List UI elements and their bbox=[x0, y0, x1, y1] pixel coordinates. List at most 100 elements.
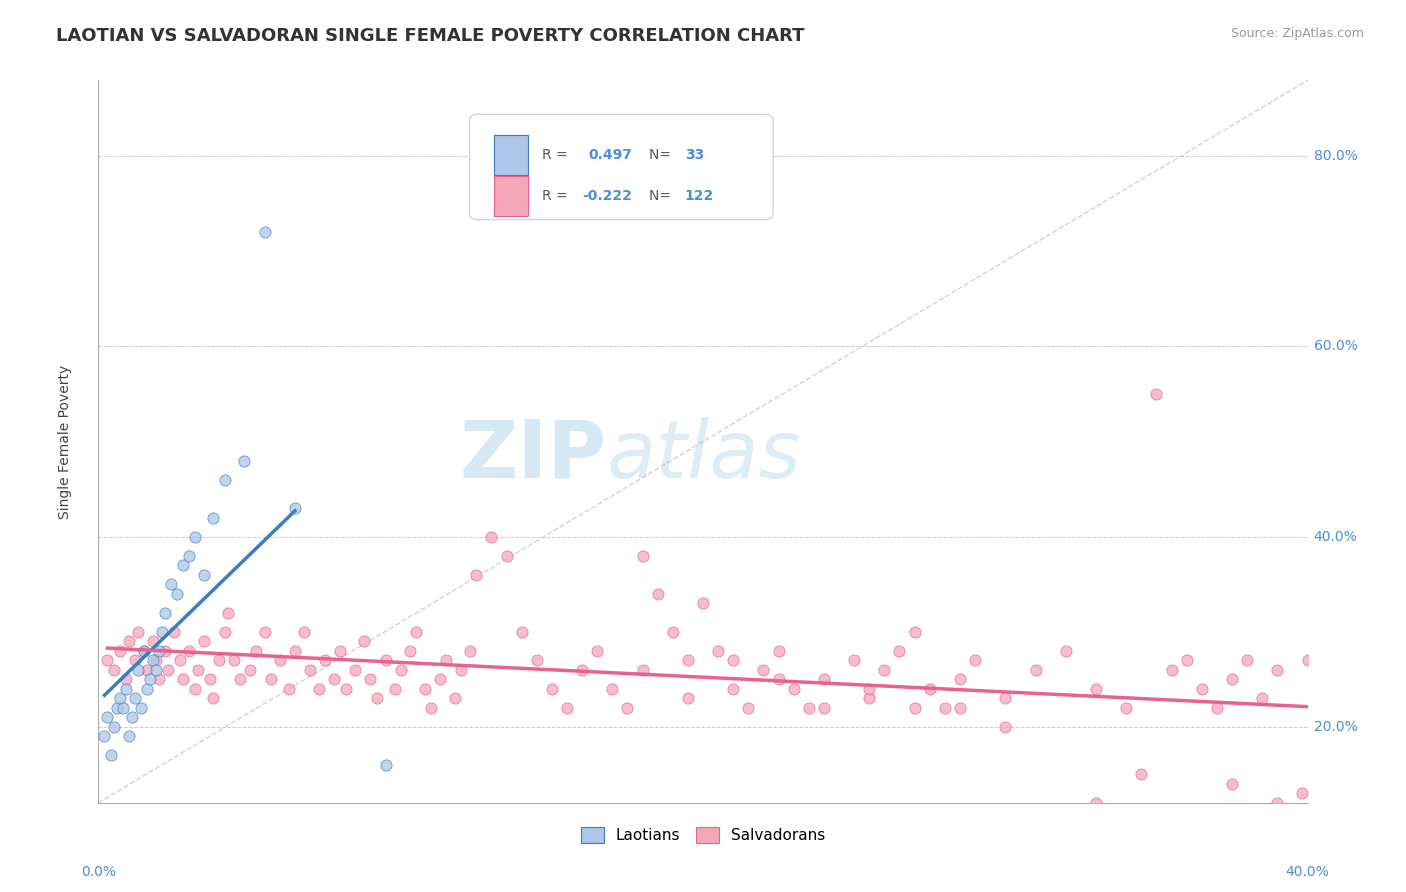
Point bbox=[571, 663, 593, 677]
Text: -0.222: -0.222 bbox=[582, 189, 631, 202]
Point bbox=[214, 624, 236, 639]
Point bbox=[994, 720, 1017, 734]
Point bbox=[797, 700, 820, 714]
Point bbox=[934, 700, 956, 714]
Point bbox=[692, 596, 714, 610]
Point bbox=[153, 643, 176, 657]
Point bbox=[193, 567, 215, 582]
Point bbox=[202, 691, 225, 706]
Point bbox=[1296, 653, 1319, 667]
Text: 40.0%: 40.0% bbox=[1285, 864, 1330, 879]
Point bbox=[526, 653, 548, 667]
Point bbox=[179, 549, 201, 563]
Point bbox=[602, 681, 624, 696]
Point bbox=[374, 757, 396, 772]
Point bbox=[1144, 387, 1167, 401]
Point bbox=[676, 653, 699, 667]
Point bbox=[179, 643, 201, 657]
Point bbox=[93, 729, 115, 743]
Point bbox=[737, 700, 759, 714]
Point bbox=[253, 226, 276, 240]
Point bbox=[904, 700, 927, 714]
Point bbox=[1085, 796, 1108, 810]
Point bbox=[768, 643, 790, 657]
Point bbox=[631, 549, 654, 563]
Point bbox=[858, 691, 880, 706]
Point bbox=[1220, 672, 1243, 686]
Point bbox=[245, 643, 267, 657]
Point bbox=[169, 653, 191, 667]
FancyBboxPatch shape bbox=[494, 135, 527, 175]
Point bbox=[965, 653, 987, 667]
Point bbox=[918, 681, 941, 696]
Point bbox=[142, 634, 165, 648]
Point bbox=[127, 624, 149, 639]
Point bbox=[1054, 643, 1077, 657]
Text: N=: N= bbox=[648, 148, 675, 161]
Point bbox=[1130, 767, 1153, 781]
Point bbox=[1085, 681, 1108, 696]
Point bbox=[214, 473, 236, 487]
Point bbox=[768, 672, 790, 686]
Point bbox=[420, 700, 443, 714]
Text: 0.497: 0.497 bbox=[588, 148, 633, 161]
Point bbox=[163, 624, 186, 639]
Point bbox=[510, 624, 533, 639]
Point bbox=[135, 663, 157, 677]
Point bbox=[145, 653, 167, 667]
Point bbox=[813, 700, 835, 714]
Point bbox=[661, 624, 683, 639]
Point bbox=[1175, 805, 1198, 820]
Point bbox=[184, 530, 207, 544]
Text: 0.0%: 0.0% bbox=[82, 864, 115, 879]
Point bbox=[904, 624, 927, 639]
Text: Single Female Poverty: Single Female Poverty bbox=[58, 365, 72, 518]
Point bbox=[105, 700, 128, 714]
Point bbox=[1267, 796, 1289, 810]
Point bbox=[647, 587, 669, 601]
Point bbox=[444, 691, 467, 706]
Point bbox=[156, 663, 179, 677]
Point bbox=[224, 653, 246, 667]
Point bbox=[405, 624, 427, 639]
Point bbox=[344, 663, 367, 677]
Point bbox=[1220, 777, 1243, 791]
Text: R =: R = bbox=[543, 189, 572, 202]
Point bbox=[1206, 700, 1229, 714]
Point bbox=[108, 643, 131, 657]
Point bbox=[1115, 700, 1137, 714]
Point bbox=[1236, 653, 1258, 667]
Point bbox=[121, 710, 143, 724]
Point bbox=[335, 681, 357, 696]
Point bbox=[366, 691, 388, 706]
Point bbox=[148, 672, 170, 686]
Point bbox=[353, 634, 375, 648]
Text: 60.0%: 60.0% bbox=[1313, 340, 1358, 353]
Point bbox=[458, 643, 481, 657]
Point bbox=[389, 663, 412, 677]
Point bbox=[232, 453, 254, 467]
Point bbox=[260, 672, 283, 686]
Point bbox=[1175, 653, 1198, 667]
Point bbox=[253, 624, 276, 639]
Point bbox=[193, 634, 215, 648]
Point bbox=[481, 530, 503, 544]
Point bbox=[269, 653, 291, 667]
Point bbox=[108, 691, 131, 706]
Point bbox=[118, 634, 141, 648]
Point bbox=[314, 653, 336, 667]
Point bbox=[707, 643, 730, 657]
Point bbox=[616, 700, 638, 714]
Point bbox=[873, 663, 896, 677]
Point bbox=[434, 653, 457, 667]
Point bbox=[284, 501, 307, 516]
Point bbox=[200, 672, 222, 686]
Point bbox=[374, 653, 396, 667]
Point bbox=[277, 681, 299, 696]
Point bbox=[949, 700, 972, 714]
Point bbox=[308, 681, 330, 696]
Point bbox=[132, 643, 155, 657]
Point bbox=[118, 729, 141, 743]
Point bbox=[723, 653, 745, 667]
Text: LAOTIAN VS SALVADORAN SINGLE FEMALE POVERTY CORRELATION CHART: LAOTIAN VS SALVADORAN SINGLE FEMALE POVE… bbox=[56, 27, 804, 45]
